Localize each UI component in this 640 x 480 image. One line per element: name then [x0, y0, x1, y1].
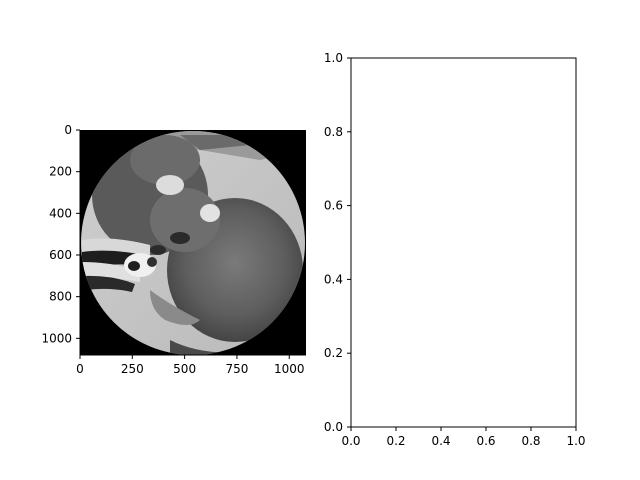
image-x-tick-label-3: 750	[225, 362, 248, 376]
image-y-tick-label-0: 0	[64, 123, 72, 137]
empty-y-tick-label-2: 0.4	[324, 272, 343, 286]
image-x-tick-label-2: 500	[173, 362, 196, 376]
empty-y-tick-label-1: 0.2	[324, 346, 343, 360]
image-y-tick-label-1: 200	[49, 165, 72, 179]
empty-y-tick-label-5: 1.0	[324, 51, 343, 65]
image-y-tick-label-3: 600	[49, 248, 72, 262]
image-y-tick-label-4: 800	[49, 290, 72, 304]
empty-axes-x-ticks: 0.0 0.2 0.4 0.6 0.8 1.0	[341, 427, 586, 448]
empty-x-tick-label-1: 0.2	[386, 434, 405, 448]
image-x-ticks: 0 250 500 750 1000	[76, 355, 305, 376]
empty-x-tick-label-3: 0.6	[476, 434, 495, 448]
empty-y-tick-label-3: 0.6	[324, 199, 343, 213]
empty-x-tick-label-5: 1.0	[566, 434, 585, 448]
empty-x-tick-label-4: 0.8	[521, 434, 540, 448]
empty-axes-y-ticks: 0.0 0.2 0.4 0.6 0.8 1.0	[324, 51, 351, 434]
image-x-tick-label-0: 0	[76, 362, 84, 376]
empty-x-tick-label-0: 0.0	[341, 434, 360, 448]
image-y-tick-label-2: 400	[49, 206, 72, 220]
image-x-tick-label-4: 1000	[274, 362, 305, 376]
empty-x-tick-label-2: 0.4	[431, 434, 450, 448]
empty-y-tick-label-0: 0.0	[324, 420, 343, 434]
image-y-ticks: 0 200 400 600 800 1000	[41, 123, 80, 345]
image-y-tick-label-5: 1000	[41, 331, 72, 345]
empty-axes: 0.0 0.2 0.4 0.6 0.8 1.0 0.0 0.2 0.4 0.6 0.8 1.0	[324, 51, 586, 448]
image-x-tick-label-1: 250	[121, 362, 144, 376]
image-axes: 0 250 500 750 1000 0 200 400 600 800 1000	[41, 123, 306, 376]
lemur-photo	[81, 131, 305, 355]
empty-axes-frame	[350, 57, 577, 428]
empty-y-tick-label-4: 0.8	[324, 125, 343, 139]
